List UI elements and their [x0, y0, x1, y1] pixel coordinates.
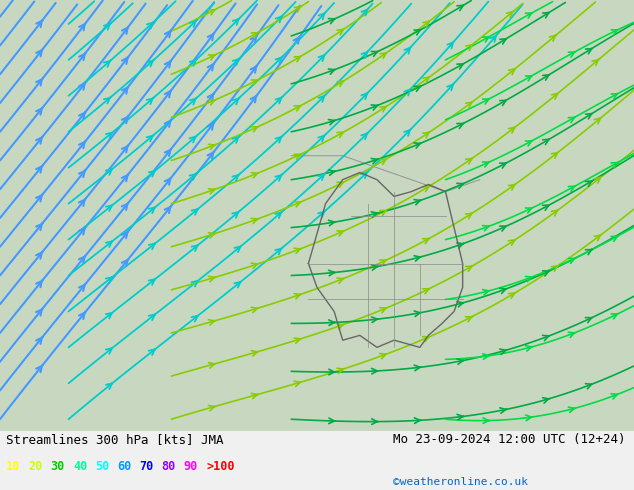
Text: 80: 80	[162, 461, 176, 473]
Text: 50: 50	[95, 461, 109, 473]
Text: ©weatheronline.co.uk: ©weatheronline.co.uk	[393, 477, 528, 487]
Text: 20: 20	[29, 461, 42, 473]
Text: 60: 60	[117, 461, 131, 473]
Polygon shape	[0, 0, 634, 431]
Text: Mo 23-09-2024 12:00 UTC (12+24): Mo 23-09-2024 12:00 UTC (12+24)	[393, 434, 626, 446]
Text: Streamlines 300 hPa [kts] JMA: Streamlines 300 hPa [kts] JMA	[6, 434, 224, 446]
Text: >100: >100	[206, 461, 235, 473]
Text: 30: 30	[51, 461, 65, 473]
Text: 70: 70	[139, 461, 153, 473]
Text: 90: 90	[184, 461, 198, 473]
Text: 40: 40	[73, 461, 87, 473]
Text: 10: 10	[6, 461, 20, 473]
